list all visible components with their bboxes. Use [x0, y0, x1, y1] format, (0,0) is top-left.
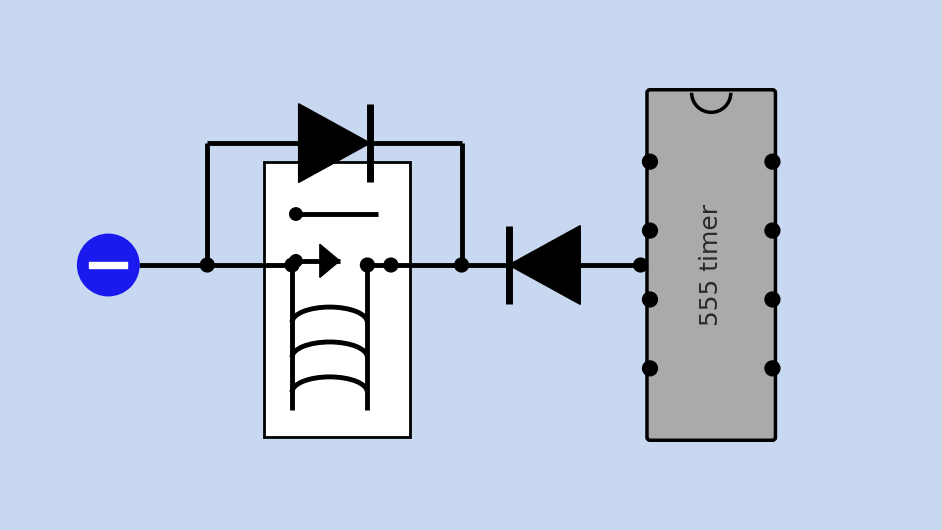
Circle shape [77, 234, 139, 296]
Bar [89, 262, 127, 268]
Polygon shape [509, 226, 580, 304]
Circle shape [642, 292, 658, 307]
Bar [264, 162, 410, 437]
Circle shape [642, 361, 658, 376]
Circle shape [642, 154, 658, 169]
Circle shape [361, 258, 374, 272]
Circle shape [201, 258, 214, 272]
Circle shape [765, 361, 780, 376]
Polygon shape [320, 244, 340, 277]
FancyBboxPatch shape [647, 90, 775, 440]
Circle shape [455, 258, 468, 272]
Circle shape [290, 208, 302, 220]
Circle shape [765, 223, 780, 238]
Text: 555 timer: 555 timer [699, 204, 723, 326]
Circle shape [285, 258, 299, 272]
Circle shape [765, 292, 780, 307]
Circle shape [384, 258, 398, 272]
Circle shape [642, 223, 658, 238]
Polygon shape [299, 104, 370, 182]
Circle shape [290, 254, 302, 267]
Circle shape [634, 258, 647, 272]
Circle shape [765, 154, 780, 169]
